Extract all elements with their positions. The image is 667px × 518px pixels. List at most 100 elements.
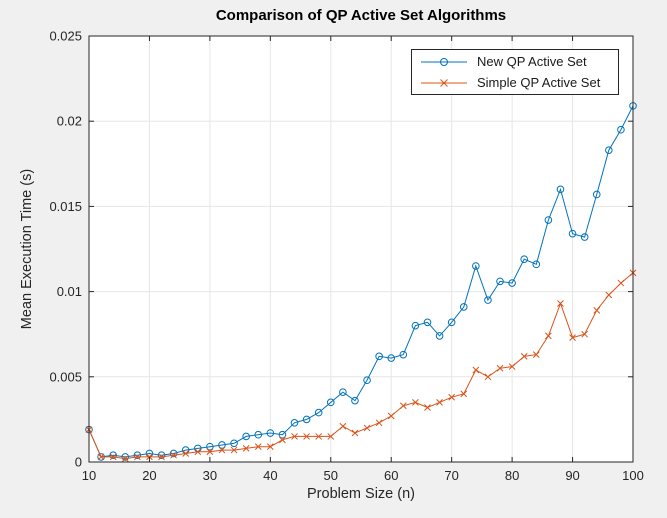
- x-tick-label: 10: [82, 468, 96, 483]
- data-point-x: [581, 330, 588, 338]
- x-tick-label: 50: [324, 468, 338, 483]
- y-tick-label: 0: [75, 455, 82, 470]
- data-point-circle: [520, 255, 529, 264]
- data-point-x: [254, 443, 262, 451]
- data-point-circle: [339, 388, 347, 396]
- x-axis-label: Problem Size (n): [307, 486, 415, 502]
- data-point-circle: [411, 321, 420, 330]
- data-point-circle: [592, 190, 601, 199]
- legend: New QP Active Set Simple QP Active Set: [411, 49, 619, 95]
- data-point-circle: [605, 146, 613, 154]
- data-point-x: [206, 448, 214, 456]
- axes-box: [88, 35, 634, 463]
- data-point-circle: [157, 451, 166, 459]
- x-tick-label: 80: [505, 468, 519, 483]
- legend-item-simple-qp: Simple QP Active Set: [412, 73, 618, 92]
- data-point-x: [218, 446, 226, 454]
- data-point-circle: [617, 125, 625, 134]
- series-line-1: [88, 272, 634, 460]
- data-point-x: [532, 351, 540, 359]
- data-point-x: [134, 453, 141, 461]
- data-point-circle: [387, 354, 396, 362]
- data-point-circle: [568, 229, 577, 238]
- x-tick-label: 40: [263, 468, 277, 483]
- data-point-x: [508, 363, 516, 370]
- data-point-x: [182, 450, 190, 457]
- series-line-0: [88, 105, 634, 458]
- legend-sample-circle: [440, 57, 448, 66]
- data-point-x: [375, 419, 383, 427]
- data-point-circle: [326, 398, 335, 407]
- y-tick-label: 0.025: [49, 29, 82, 44]
- data-point-x: [97, 453, 105, 461]
- data-point-circle: [266, 429, 275, 437]
- legend-line-x-icon: [421, 78, 467, 87]
- data-point-circle: [254, 430, 263, 439]
- data-point-x: [266, 443, 274, 451]
- data-point-x: [279, 436, 286, 444]
- data-point-x: [496, 364, 504, 372]
- x-tick-label: 90: [565, 468, 579, 483]
- x-tick-label: 70: [444, 468, 458, 483]
- x-tick-label: 20: [142, 468, 156, 483]
- data-point-circle: [556, 185, 565, 194]
- data-point-x: [569, 334, 576, 341]
- data-point-x: [460, 390, 468, 398]
- y-axis-label: Mean Execution Time (s): [19, 168, 35, 330]
- data-point-x: [363, 424, 371, 432]
- data-point-x: [121, 455, 129, 462]
- data-point-x: [327, 433, 335, 440]
- data-point-circle: [496, 277, 504, 286]
- data-point-circle: [435, 332, 444, 340]
- data-point-circle: [544, 216, 553, 224]
- data-point-x: [484, 373, 492, 381]
- data-point-x: [412, 399, 419, 406]
- legend-line-circle-icon: [421, 57, 467, 66]
- data-point-x: [146, 453, 153, 461]
- data-point-x: [170, 451, 177, 459]
- data-point-circle: [109, 451, 117, 459]
- legend-label: Simple QP Active Set: [477, 75, 601, 90]
- data-point-x: [387, 412, 395, 420]
- data-point-circle: [302, 415, 311, 424]
- data-point-circle: [375, 352, 383, 361]
- data-point-x: [230, 446, 238, 454]
- data-point-x: [617, 279, 625, 287]
- data-point-x: [291, 433, 298, 440]
- data-point-x: [472, 366, 480, 374]
- data-point-x: [315, 433, 323, 440]
- data-point-circle: [423, 318, 432, 327]
- y-tick-label: 0.005: [49, 369, 82, 384]
- data-point-circle: [314, 408, 323, 417]
- data-point-circle: [278, 430, 287, 439]
- plot-area: [89, 36, 633, 462]
- data-point-x: [303, 433, 310, 440]
- data-point-x: [194, 448, 202, 456]
- y-tick-label: 0.02: [57, 114, 82, 129]
- data-point-x: [593, 306, 601, 314]
- data-point-circle: [399, 350, 408, 359]
- data-point-x: [399, 402, 407, 410]
- data-point-x: [351, 429, 359, 437]
- data-point-x: [339, 422, 347, 430]
- y-tick-label: 0.01: [57, 284, 82, 299]
- data-point-circle: [351, 396, 359, 405]
- data-point-x: [242, 445, 250, 452]
- data-point-circle: [242, 432, 250, 441]
- x-tick-label: 100: [622, 468, 644, 483]
- data-point-circle: [472, 262, 480, 270]
- data-point-circle: [169, 449, 178, 458]
- legend-item-new-qp: New QP Active Set: [412, 52, 618, 71]
- y-tick-label: 0.015: [49, 199, 82, 214]
- data-point-circle: [447, 318, 456, 327]
- legend-sample-x: [440, 78, 448, 87]
- data-point-circle: [133, 451, 142, 459]
- data-point-circle: [459, 303, 468, 311]
- data-point-circle: [206, 442, 214, 451]
- chart-title: Comparison of QP Active Set Algorithms: [215, 7, 507, 24]
- data-point-x: [545, 332, 552, 340]
- data-point-x: [158, 453, 165, 461]
- legend-label: New QP Active Set: [477, 54, 587, 69]
